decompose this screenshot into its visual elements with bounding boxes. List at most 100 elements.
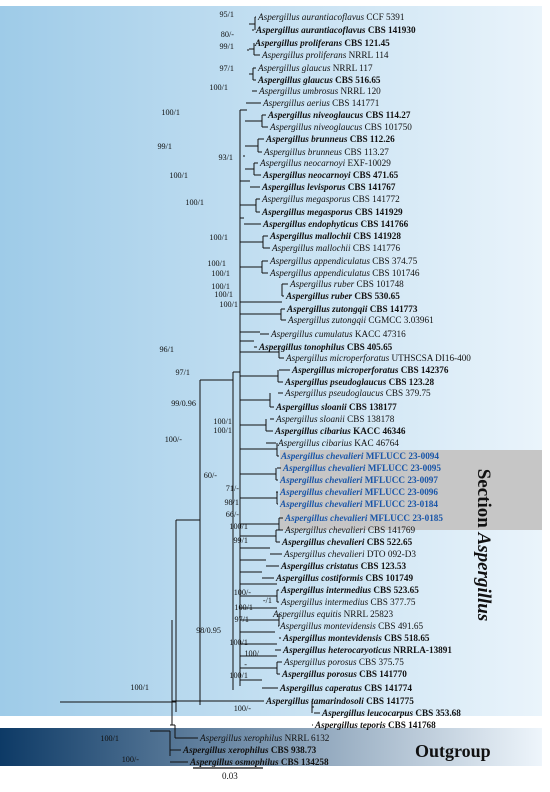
support-value: -/1 [263, 596, 272, 605]
tip-label: Aspergillus cibarius KAC 46764 [277, 438, 399, 448]
tip-label: Aspergillus porosus CBS 375.75 [283, 657, 404, 667]
support-value: 97/1 [219, 64, 234, 73]
support-value: 100/1 [211, 282, 230, 291]
support-value: 93/1 [218, 153, 233, 162]
tree-branches [60, 16, 320, 763]
tip-label: Aspergillus chevalieri MFLUCC 23-0094 [280, 451, 439, 461]
tip-label: Aspergillus brunneus CBS 112.26 [265, 134, 395, 144]
tip-label: Aspergillus aurantiacoflavus CBS 141930 [255, 25, 416, 35]
section-band [0, 6, 542, 716]
tip-label: Aspergillus leucocarpus CBS 353.68 [321, 708, 461, 718]
tip-label: Aspergillus zutongqii CBS 141773 [286, 304, 418, 314]
support-value: 100/1 [169, 171, 188, 180]
tip-label: Aspergillus pseudoglaucus CBS 379.75 [284, 388, 431, 398]
tip-label: Aspergillus proliferans NRRL 114 [261, 50, 389, 60]
tip-label: Aspergillus appendiculatus CBS 101746 [269, 268, 420, 278]
support-value: 80/- [221, 30, 234, 39]
tip-label: Aspergillus aerius CBS 141771 [262, 98, 380, 108]
support-value: 99/0.96 [171, 399, 196, 408]
support-value: 100/1 [213, 417, 232, 426]
support-value: 100/1 [100, 734, 119, 743]
tip-label: Aspergillus niveoglaucus CBS 101750 [269, 122, 412, 132]
tip-label: Aspergillus sloanii CBS 138177 [275, 402, 397, 412]
support-value: 100/- [122, 755, 140, 764]
support-value: 100/1 [219, 300, 238, 309]
tip-label: Aspergillus intermedius CBS 523.65 [280, 585, 419, 595]
support-value: 98/0.95 [196, 626, 221, 635]
support-value: 100/1 [209, 233, 228, 242]
tip-label: Aspergillus intermedius CBS 377.75 [280, 597, 416, 607]
support-value: 60/- [204, 471, 217, 480]
tip-label: Aspergillus chevalieri MFLUCC 23-0097 [279, 475, 438, 485]
support-value: 96/1 [159, 345, 174, 354]
support-value: 100/- [234, 704, 252, 713]
support-value: 100/1 [213, 426, 232, 435]
support-value: 97/1 [234, 615, 249, 624]
tip-label: Aspergillus porosus CBS 141770 [281, 669, 407, 679]
tip-label: Aspergillus zutongqii CGMCC 3.03961 [287, 315, 434, 325]
tip-label: Aspergillus neocarnoyi EXF-10029 [259, 158, 391, 168]
support-value: 100/1 [229, 671, 248, 680]
tip-label: Aspergillus neocarnoyi CBS 471.65 [262, 170, 399, 180]
tip-labels: Aspergillus aurantiacoflavus CCF 5391 Asp… [182, 12, 471, 767]
tip-label: Aspergillus cumulatus KACC 47316 [270, 329, 406, 339]
new-strain-highlight-band [280, 450, 542, 530]
tip-label: Aspergillus costiformis CBS 101749 [275, 573, 413, 583]
support-value: 100/- [165, 435, 183, 444]
support-value: 100/1 [234, 603, 253, 612]
tip-label: Aspergillus chevalieri MFLUCC 23-0096 [279, 487, 438, 497]
tip-label: Aspergillus mallochii CBS 141776 [271, 243, 400, 253]
tip-label: Aspergillus mallochii CBS 141928 [269, 231, 401, 241]
support-value: 100/1 [185, 198, 204, 207]
support-value: - [244, 660, 247, 669]
tip-label: Aspergillus megasporus CBS 141772 [261, 194, 400, 204]
support-value: 100/1 [211, 269, 230, 278]
outgroup-label: Outgroup [415, 741, 491, 761]
tip-label: Aspergillus tamarindosoli CBS 141775 [265, 696, 414, 706]
section-aspergillus-label: Section Aspergillus [473, 468, 494, 622]
support-value: 95/1 [219, 10, 234, 19]
support-value: 100/1 [207, 259, 226, 268]
support-value: 100/- [234, 588, 252, 597]
support-value: 100/1 [161, 108, 180, 117]
tip-label: Aspergillus montevidensis CBS 518.65 [282, 633, 430, 643]
tip-label: Aspergillus caperatus CBS 141774 [279, 683, 412, 693]
support-value: 66/- [226, 510, 239, 519]
scale-bar-label: 0.03 [222, 771, 238, 781]
support-value: 97/1 [175, 368, 190, 377]
tip-label: Aspergillus cibarius KACC 46346 [274, 426, 406, 436]
tip-label: Aspergillus montevidensis CBS 491.65 [279, 621, 424, 631]
tip-label: Aspergillus chevalieri CBS 141769 [284, 525, 415, 535]
tip-label: Aspergillus chevalieri CBS 522.65 [281, 537, 413, 547]
support-value: 98/1 [224, 498, 239, 507]
tip-label: Aspergillus ruber CBS 530.65 [285, 291, 400, 301]
support-value: 100/1 [130, 683, 149, 692]
support-value: 100/1 [214, 290, 233, 299]
tip-label: Aspergillus sloanii CBS 138178 [275, 414, 395, 424]
tip-label: Aspergillus glaucus NRRL 117 [257, 63, 373, 73]
tip-label: Aspergillus tonophilus CBS 405.65 [258, 342, 393, 352]
support-value: 100/1 [229, 638, 248, 647]
tip-label: Aspergillus equitis NRRL 25823 [272, 609, 393, 619]
support-value: 100/ [244, 649, 259, 658]
tip-label: Aspergillus chevalieri DTO 092-D3 [283, 549, 416, 559]
tip-label: Aspergillus teporis CBS 141768 [314, 720, 436, 730]
support-value: 99/1 [233, 536, 248, 545]
tip-label: Aspergillus brunneus CBS 113.27 [263, 147, 389, 157]
tip-label: Aspergillus glaucus CBS 516.65 [257, 75, 381, 85]
support-value: 99/1 [157, 142, 172, 151]
support-value: 100/1 [209, 83, 228, 92]
tip-label: Aspergillus chevalieri MFLUCC 23-0185 [284, 513, 443, 523]
tip-label: Aspergillus chevalieri MFLUCC 23-0095 [282, 463, 441, 473]
support-value: 100/1 [229, 522, 248, 531]
tip-label: Aspergillus ruber CBS 101748 [289, 279, 404, 289]
tip-label: Aspergillus levisporus CBS 141767 [261, 182, 396, 192]
tip-label: Aspergillus niveoglaucus CBS 114.27 [267, 110, 411, 120]
tip-label: Aspergillus chevalieri MFLUCC 23-0184 [279, 499, 438, 509]
tip-label: Aspergillus megasporus CBS 141929 [261, 207, 403, 217]
support-values: 95/180/-99/197/1100/1100/199/193/1100/11… [100, 10, 272, 764]
tip-label: Aspergillus osmophilus CBS 134258 [189, 757, 329, 767]
tip-label: Aspergillus cristatus CBS 123.53 [280, 561, 406, 571]
tip-label: Aspergillus pseudoglaucus CBS 123.28 [284, 377, 434, 387]
